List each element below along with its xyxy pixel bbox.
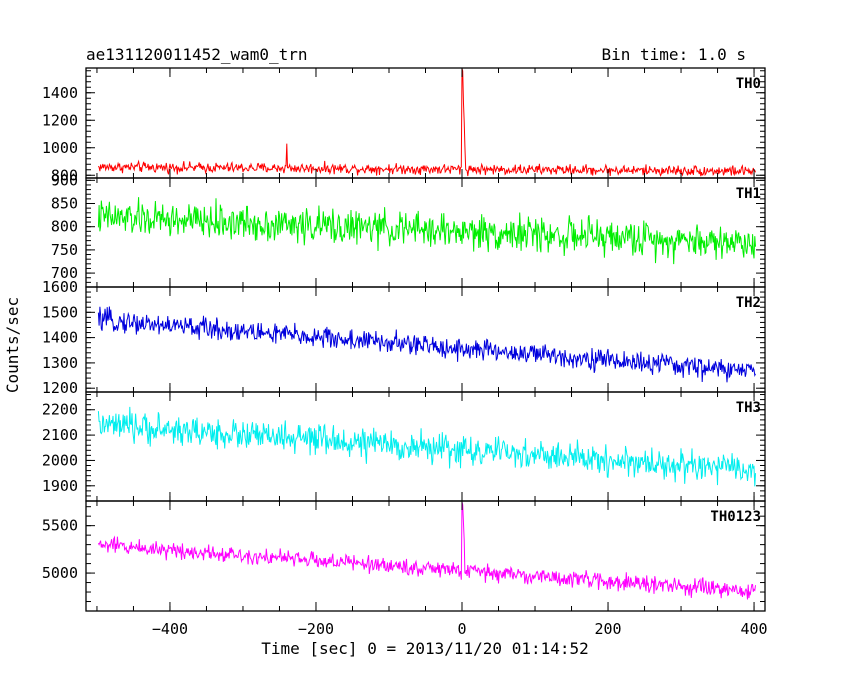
panel-label-th0: TH0 bbox=[736, 76, 761, 92]
panel-th3: 1900 2000 2100 2200 TH3 bbox=[42, 391, 766, 502]
y-axis-title: Counts/sec bbox=[3, 297, 22, 393]
x-tick-label: −400 bbox=[152, 620, 188, 638]
x-axis-title: Time [sec] 0 = 2013/11/20 01:14:52 bbox=[261, 639, 589, 658]
y-tick-label: 800 bbox=[51, 166, 78, 184]
series-line-th1 bbox=[97, 197, 756, 265]
y-tick-label: 800 bbox=[51, 218, 78, 236]
y-tick-label: 2200 bbox=[42, 401, 78, 419]
panel-th1: 700 750 800 850 900 TH1 bbox=[51, 171, 766, 288]
bin-time-label: Bin time: 1.0 s bbox=[602, 45, 747, 64]
y-tick-label: 850 bbox=[51, 195, 78, 213]
y-tick-label: 1400 bbox=[42, 329, 78, 347]
panel-frame bbox=[85, 177, 766, 288]
y-tick-label: 900 bbox=[51, 171, 78, 189]
panel-label-th0123: TH0123 bbox=[710, 509, 761, 525]
series-line-th3 bbox=[97, 406, 756, 487]
panel-th2: 1200 1300 1400 1500 1600 TH2 bbox=[42, 278, 766, 397]
panel-label-th1: TH1 bbox=[736, 186, 761, 202]
y-tick-label: 5500 bbox=[42, 517, 78, 535]
panel-frame bbox=[85, 67, 766, 179]
y-tick-label: 1300 bbox=[42, 354, 78, 372]
x-tick-label: −200 bbox=[298, 620, 334, 638]
x-tick-label: 400 bbox=[741, 620, 768, 638]
y-tick-label: 1200 bbox=[42, 111, 78, 129]
x-axis: −400 −200 0 200 400 bbox=[152, 620, 768, 638]
y-tick-label: 2000 bbox=[42, 451, 78, 469]
panel-th0: 800 1000 1200 1400 TH0 bbox=[42, 67, 766, 184]
y-tick-label: 1000 bbox=[42, 139, 78, 157]
series-line-th0123 bbox=[97, 501, 756, 600]
x-tick-label: 0 bbox=[457, 620, 466, 638]
y-tick-label: 1600 bbox=[42, 278, 78, 296]
series-line-th2 bbox=[97, 306, 756, 383]
panel-frame bbox=[85, 500, 766, 612]
y-tick-label: 750 bbox=[51, 241, 78, 259]
y-tick-label: 1400 bbox=[42, 84, 78, 102]
y-tick-label: 700 bbox=[51, 264, 78, 282]
y-tick-label: 5000 bbox=[42, 564, 78, 582]
y-tick-label: 1900 bbox=[42, 477, 78, 495]
y-tick-label: 1500 bbox=[42, 303, 78, 321]
y-tick-label: 2100 bbox=[42, 426, 78, 444]
panel-label-th3: TH3 bbox=[736, 400, 761, 416]
panel-th0123: 5000 5500 TH0123 bbox=[42, 500, 766, 612]
chart-title: ae131120011452_wam0_trn bbox=[86, 45, 308, 64]
panel-label-th2: TH2 bbox=[736, 295, 761, 311]
series-line-th0 bbox=[97, 68, 756, 177]
y-tick-label: 1200 bbox=[42, 379, 78, 397]
x-tick-label: 200 bbox=[594, 620, 621, 638]
panels-group: 800 1000 1200 1400 TH0 700 750 800 850 900 TH1 1200… bbox=[42, 67, 766, 612]
